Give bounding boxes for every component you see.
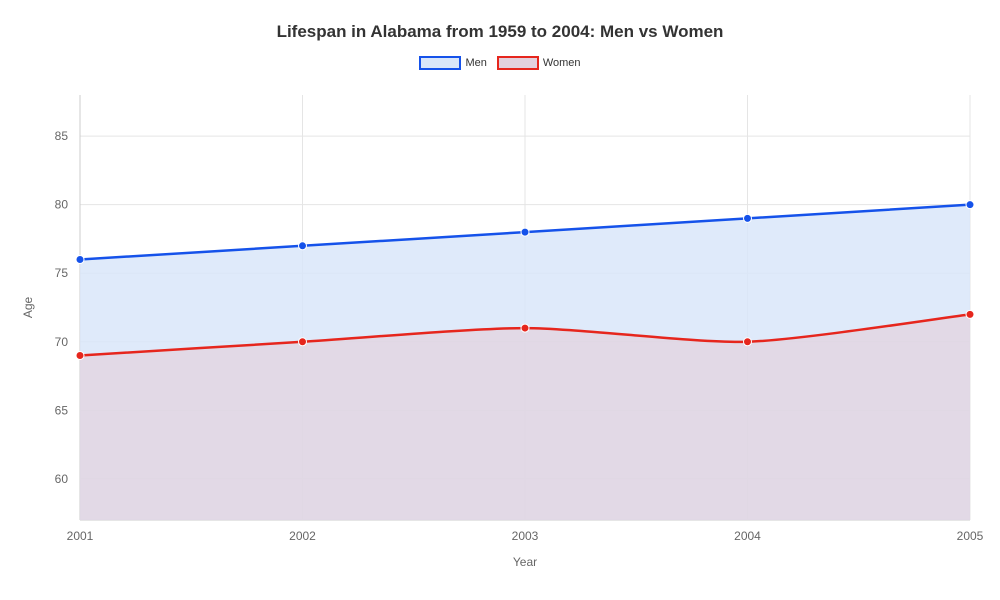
- svg-text:2004: 2004: [734, 529, 761, 543]
- chart-container: Lifespan in Alabama from 1959 to 2004: M…: [0, 0, 1000, 600]
- svg-text:75: 75: [55, 266, 69, 280]
- svg-text:65: 65: [55, 403, 69, 417]
- legend-label-women: Women: [543, 57, 581, 69]
- svg-text:80: 80: [55, 198, 69, 212]
- svg-text:Age: Age: [21, 297, 35, 319]
- svg-text:Year: Year: [513, 555, 537, 569]
- chart-svg: 60 65 70 75 80 85 2001 2002 2003 2004 2005 Year Age: [0, 0, 1000, 600]
- legend-swatch-men: [419, 56, 461, 70]
- legend-label-men: Men: [465, 57, 486, 69]
- svg-text:85: 85: [55, 129, 69, 143]
- chart-title: Lifespan in Alabama from 1959 to 2004: M…: [0, 0, 1000, 42]
- svg-text:2005: 2005: [957, 529, 984, 543]
- chart-legend: Men Women: [0, 56, 1000, 70]
- svg-text:60: 60: [55, 472, 69, 486]
- svg-text:2001: 2001: [67, 529, 94, 543]
- svg-text:2002: 2002: [289, 529, 316, 543]
- legend-swatch-women: [497, 56, 539, 70]
- legend-item-women: Women: [497, 56, 581, 70]
- legend-item-men: Men: [419, 56, 486, 70]
- svg-text:70: 70: [55, 335, 69, 349]
- svg-text:2003: 2003: [512, 529, 539, 543]
